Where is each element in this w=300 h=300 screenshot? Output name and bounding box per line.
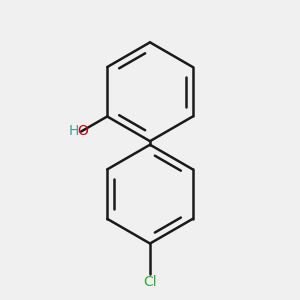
- Text: Cl: Cl: [143, 275, 157, 289]
- Text: H: H: [69, 124, 80, 139]
- Text: O: O: [77, 124, 88, 139]
